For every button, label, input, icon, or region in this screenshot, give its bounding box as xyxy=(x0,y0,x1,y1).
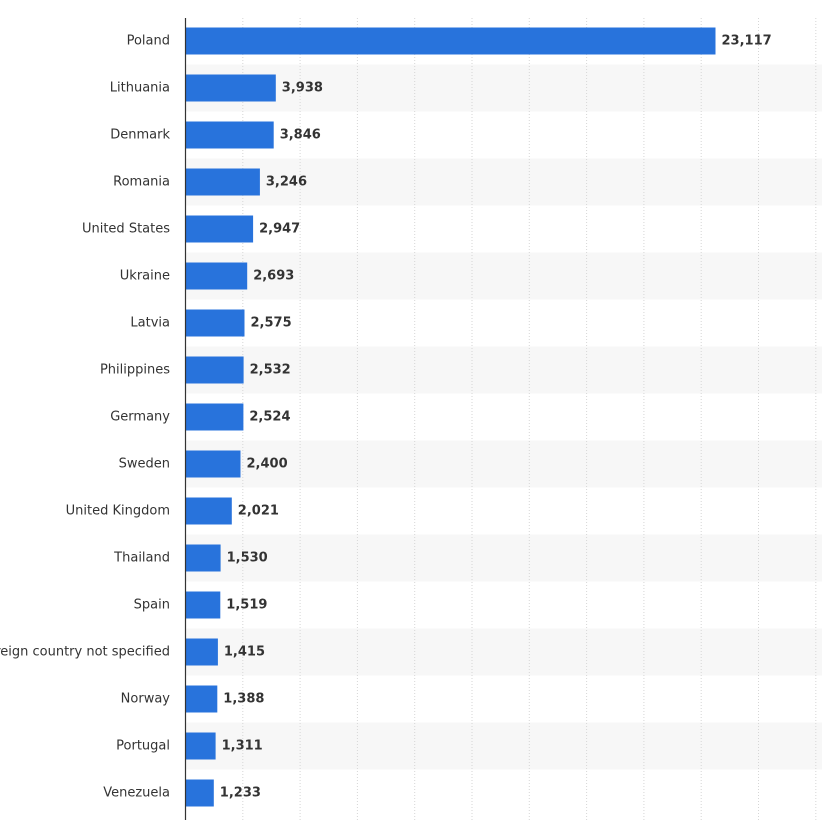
row-stripe xyxy=(185,440,822,488)
bar[interactable] xyxy=(185,403,244,431)
category-label: Denmark xyxy=(110,128,170,143)
category-label: Norway xyxy=(121,692,171,707)
category-label: Poland xyxy=(127,34,170,49)
bar[interactable] xyxy=(185,685,218,713)
value-label: 1,311 xyxy=(222,739,263,754)
value-label: 1,519 xyxy=(226,598,267,613)
gridlines xyxy=(242,18,817,820)
bar[interactable] xyxy=(185,591,221,619)
category-label: Latvia xyxy=(130,316,170,331)
value-label: 1,233 xyxy=(220,786,261,801)
category-label: Lithuania xyxy=(110,81,170,96)
value-labels: 23,117 3,938 3,846 3,246 2,947 2,693 2,575 2,53… xyxy=(220,34,772,801)
row-stripe xyxy=(185,158,822,206)
row-stripe xyxy=(185,722,822,770)
value-label: 1,415 xyxy=(224,645,265,660)
category-label: Thailand xyxy=(113,551,170,566)
value-label: 3,246 xyxy=(266,175,307,190)
bar[interactable] xyxy=(185,168,260,196)
bars xyxy=(185,27,716,807)
row-stripe xyxy=(185,534,822,582)
bar[interactable] xyxy=(185,638,218,666)
category-label: Philippines xyxy=(100,363,170,378)
bar[interactable] xyxy=(185,779,214,807)
bar[interactable] xyxy=(185,215,254,243)
bar[interactable] xyxy=(185,262,248,290)
value-label: 3,846 xyxy=(280,128,321,143)
value-label: 1,388 xyxy=(223,692,264,707)
value-label: 2,532 xyxy=(250,363,291,378)
category-label: Sweden xyxy=(119,457,170,472)
value-label: 2,575 xyxy=(251,316,292,331)
row-stripe xyxy=(185,346,822,394)
category-label: Ukraine xyxy=(120,269,170,284)
row-stripes xyxy=(185,64,822,770)
row-stripe xyxy=(185,628,822,676)
category-label: Germany xyxy=(110,410,170,425)
bar[interactable] xyxy=(185,121,274,149)
bar[interactable] xyxy=(185,309,245,337)
row-stripe xyxy=(185,252,822,300)
category-label: United States xyxy=(82,222,170,237)
category-labels: Poland Lithuania Denmark Romania United Stat… xyxy=(0,34,170,801)
value-label: 2,021 xyxy=(238,504,279,519)
category-label: Portugal xyxy=(116,739,170,754)
value-label: 2,947 xyxy=(259,222,300,237)
bar[interactable] xyxy=(185,450,241,478)
category-label: United Kingdom xyxy=(66,504,170,519)
row-stripe xyxy=(185,64,822,112)
bar[interactable] xyxy=(185,27,716,55)
value-label: 2,524 xyxy=(249,410,290,425)
value-label: 3,938 xyxy=(282,81,323,96)
value-label: 23,117 xyxy=(722,34,772,49)
bar[interactable] xyxy=(185,356,244,384)
bar[interactable] xyxy=(185,74,276,102)
value-label: 1,530 xyxy=(227,551,268,566)
category-label: Spain xyxy=(134,598,170,613)
bar[interactable] xyxy=(185,732,216,760)
category-label: Venezuela xyxy=(103,786,170,801)
bar[interactable] xyxy=(185,544,221,572)
bar[interactable] xyxy=(185,497,232,525)
value-label: 2,693 xyxy=(253,269,294,284)
value-label: 2,400 xyxy=(247,457,288,472)
category-label: Foreign country not specified xyxy=(0,645,170,660)
category-label: Romania xyxy=(113,175,170,190)
